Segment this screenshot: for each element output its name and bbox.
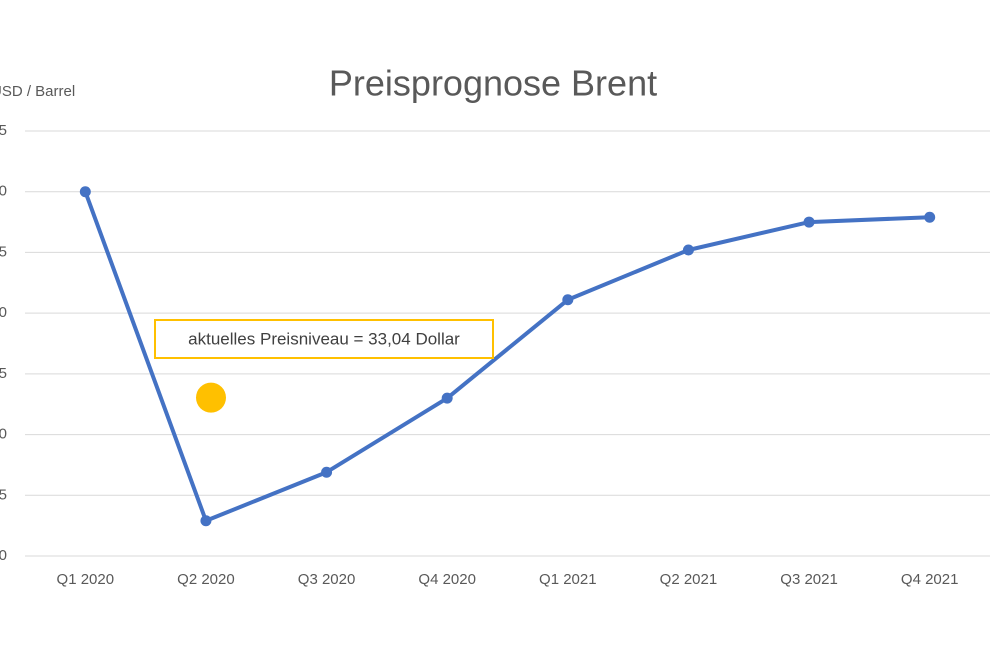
y-tick-label: 20 bbox=[0, 547, 7, 564]
point bbox=[924, 211, 936, 223]
point bbox=[441, 392, 453, 404]
annotation-text: aktuelles Preisniveau = 33,04 Dollar bbox=[188, 329, 460, 348]
x-tick-label: Q1 2020 bbox=[57, 571, 115, 588]
current-price-marker bbox=[196, 382, 226, 413]
x-tick-label: Q4 2020 bbox=[418, 571, 476, 588]
x-tick-label: Q2 2021 bbox=[660, 571, 718, 588]
y-tick-label: 30 bbox=[0, 426, 7, 443]
y-tick-label: 40 bbox=[0, 304, 7, 321]
point bbox=[803, 216, 815, 228]
point bbox=[200, 515, 212, 527]
y-axis-label: USD / Barrel bbox=[0, 83, 75, 100]
x-tick-label: Q1 2021 bbox=[539, 571, 597, 588]
point bbox=[682, 244, 694, 256]
y-tick-label: 25 bbox=[0, 486, 7, 503]
line bbox=[83, 191, 930, 523]
x-tick-label: Q4 2021 bbox=[901, 571, 959, 588]
point bbox=[562, 294, 574, 306]
x-tick-label: Q2 2020 bbox=[177, 571, 235, 588]
annotation-box bbox=[154, 319, 494, 359]
y-tick-label: 35 bbox=[0, 365, 7, 382]
y-tick-label: 50 bbox=[0, 183, 7, 200]
x-tick-label: Q3 2020 bbox=[298, 571, 356, 588]
x-tick-label: Q3 2021 bbox=[780, 571, 838, 588]
y-tick-label: 55 bbox=[0, 122, 7, 139]
chart-title: Preisprognose Brent bbox=[329, 63, 657, 104]
point bbox=[321, 466, 333, 478]
point bbox=[79, 186, 91, 198]
y-tick-label: 45 bbox=[0, 243, 7, 260]
